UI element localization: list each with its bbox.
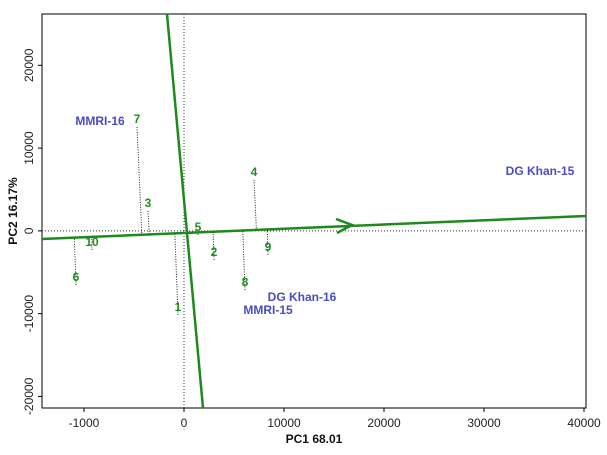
y-tick-label: 10000 — [22, 131, 36, 165]
x-tick-label: -1000 — [69, 416, 100, 430]
genotype-label: 10 — [85, 235, 99, 249]
environment-label: DG Khan-15 — [506, 164, 575, 178]
projection-line — [254, 180, 256, 230]
genotype-label: 7 — [134, 112, 141, 126]
y-tick-label: 20000 — [22, 48, 36, 82]
y-tick-label: -20000 — [22, 377, 36, 415]
ate-perpendicular — [167, 14, 203, 408]
projection-line — [137, 127, 142, 235]
plot-frame — [42, 14, 586, 408]
genotype-label: 5 — [195, 220, 202, 234]
x-tick-label: 20000 — [367, 416, 401, 430]
environment-label: DG Khan-16 — [268, 290, 337, 304]
x-tick-label: 30000 — [467, 416, 501, 430]
x-tick-label: 0 — [181, 416, 188, 430]
x-tick-label: 10000 — [267, 416, 301, 430]
genotype-label: 2 — [211, 245, 218, 259]
genotype-label: 8 — [242, 275, 249, 289]
y-tick-label: 0 — [22, 227, 36, 234]
y-axis-title: PC2 16.17% — [6, 177, 20, 245]
projection-line — [148, 211, 149, 235]
genotype-label: 1 — [175, 300, 182, 314]
genotype-label: 9 — [265, 240, 272, 254]
genotype-label: 3 — [145, 196, 152, 210]
environment-label: MMRI-15 — [243, 303, 293, 317]
environment-label: MMRI-16 — [75, 114, 125, 128]
x-tick-label: 40000 — [567, 416, 601, 430]
ate-axis — [42, 216, 586, 239]
x-axis-title: PC1 68.01 — [286, 432, 343, 446]
genotype-label: 4 — [251, 165, 258, 179]
genotype-label: 6 — [73, 270, 80, 284]
y-tick-label: -10000 — [22, 295, 36, 333]
